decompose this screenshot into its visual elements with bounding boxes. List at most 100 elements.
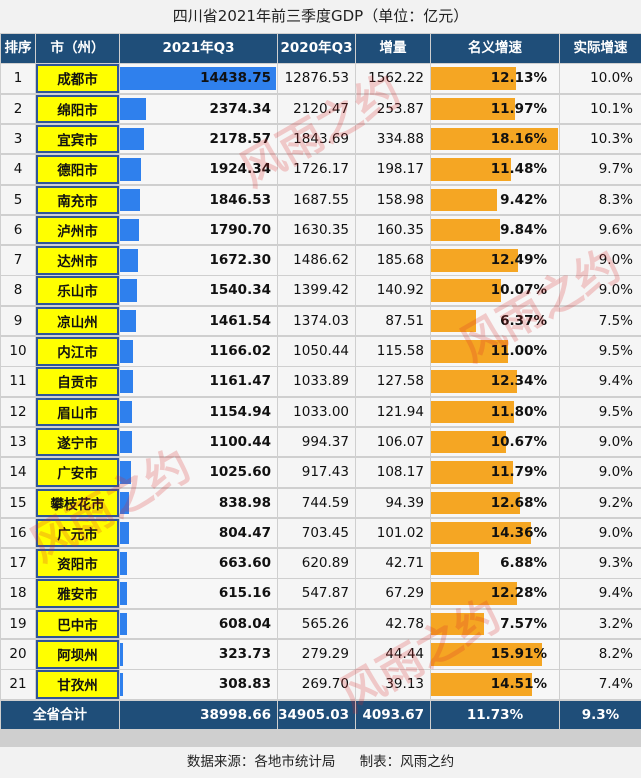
growth-bar [431,127,558,151]
city-cell: 南充市 [36,185,119,214]
city-cell: 阿坝州 [36,640,119,669]
gdp-2021-cell: 1540.34 [120,276,277,305]
nominal-growth-value: 10.07% [490,282,547,299]
gdp-bar [120,400,133,424]
real-growth-cell: 9.0% [560,518,641,548]
nominal-growth-cell: 18.16% [431,124,559,154]
gdp-2021-value: 615.16 [218,585,271,602]
growth-bar [431,158,512,181]
gdp-2021-cell: 1100.44 [120,427,277,457]
rank-cell: 3 [1,124,35,154]
footer-credit: 制表：风雨之约 [359,754,455,770]
gdp-2021-cell: 1154.94 [120,397,277,427]
gdp-2021-value: 1025.60 [209,464,272,481]
gdp-2021-cell: 1672.30 [120,246,277,275]
gdp-bar [120,370,133,393]
growth-bar [431,612,484,636]
increase-cell: 67.29 [356,579,430,608]
city-cell: 雅安市 [36,579,119,608]
nominal-growth-value: 6.88% [500,555,547,572]
nominal-growth-value: 14.36% [490,524,547,541]
gdp-2021-cell: 1025.60 [120,458,277,487]
total-nominal-growth: 11.73% [431,700,559,730]
gdp-2020-cell: 1687.55 [278,185,355,214]
gdp-bar [120,430,132,454]
gdp-2020-cell: 269.70 [278,670,355,699]
increase-cell: 185.68 [356,246,430,275]
gdp-2021-cell: 804.47 [120,518,277,548]
gdp-2021-cell: 615.16 [120,579,277,608]
real-growth-cell: 9.5% [560,397,641,427]
column-header: 排序 [1,34,35,63]
real-growth-cell: 9.0% [560,246,641,275]
nominal-growth-cell: 10.67% [431,427,559,457]
gdp-2020-cell: 703.45 [278,518,355,548]
column-header: 名义增速 [431,34,559,63]
increase-cell: 39.13 [356,670,430,699]
page-title: 四川省2021年前三季度GDP（单位：亿元） [0,0,641,33]
total-real-growth: 9.3% [560,700,641,730]
city-cell: 达州市 [36,246,119,275]
gdp-2021-cell: 1790.70 [120,215,277,245]
rank-cell: 12 [1,397,35,427]
city-cell: 广安市 [36,458,119,487]
column-header: 实际增速 [560,34,641,63]
increase-cell: 44.44 [356,640,430,669]
growth-bar [431,552,480,575]
gdp-bar [120,127,144,151]
gdp-2020-cell: 994.37 [278,427,355,457]
nominal-growth-cell: 11.80% [431,397,559,427]
rank-cell: 10 [1,337,35,366]
nominal-growth-value: 11.80% [490,403,547,420]
growth-bar [431,279,502,302]
gdp-2021-value: 1846.53 [209,191,272,208]
nominal-growth-value: 12.68% [490,494,547,511]
gdp-2020-cell: 620.89 [278,549,355,578]
real-growth-cell: 10.3% [560,124,641,154]
city-cell: 宜宾市 [36,124,119,154]
increase-cell: 108.17 [356,458,430,487]
real-growth-cell: 9.4% [560,579,641,608]
city-cell: 广元市 [36,518,119,548]
increase-cell: 106.07 [356,427,430,457]
gdp-2021-cell: 1924.34 [120,155,277,184]
gdp-table: 排序 市（州） 2021年Q3 2020年Q3 增量 名义增速 实际增速 1 成都市 14438.… [0,33,641,747]
gdp-2021-value: 2178.57 [209,130,272,147]
column-header: 增量 [356,34,430,63]
city-cell: 乐山市 [36,276,119,305]
gdp-bar [120,340,133,363]
rank-cell: 16 [1,518,35,548]
gdp-2021-value: 1161.47 [209,373,272,390]
growth-bar [431,340,508,363]
increase-cell: 42.71 [356,549,430,578]
gdp-2020-cell: 2120.47 [278,94,355,124]
real-growth-cell: 9.4% [560,367,641,396]
gdp-bar [120,673,124,696]
gdp-2021-value: 1100.44 [209,433,272,450]
rank-cell: 19 [1,609,35,639]
rank-cell: 11 [1,367,35,396]
gdp-2021-value: 663.60 [218,555,271,572]
rank-cell: 5 [1,185,35,214]
increase-cell: 121.94 [356,397,430,427]
growth-bar [431,249,519,272]
nominal-growth-cell: 14.51% [431,670,559,699]
nominal-growth-value: 14.51% [490,676,547,693]
rank-cell: 21 [1,670,35,699]
city-cell: 眉山市 [36,397,119,427]
gdp-bar [120,279,137,302]
real-growth-cell: 9.3% [560,549,641,578]
increase-cell: 140.92 [356,276,430,305]
gdp-bar [120,67,276,90]
gdp-2021-cell: 323.73 [120,640,277,669]
gdp-bar [120,188,140,211]
real-growth-cell: 10.1% [560,94,641,124]
nominal-growth-cell: 6.88% [431,549,559,578]
growth-bar [431,67,516,90]
nominal-growth-value: 11.97% [490,100,547,117]
growth-bar [431,188,497,211]
increase-cell: 94.39 [356,488,430,517]
growth-bar [431,218,500,242]
nominal-growth-cell: 12.68% [431,488,559,517]
city-cell: 遂宁市 [36,427,119,457]
